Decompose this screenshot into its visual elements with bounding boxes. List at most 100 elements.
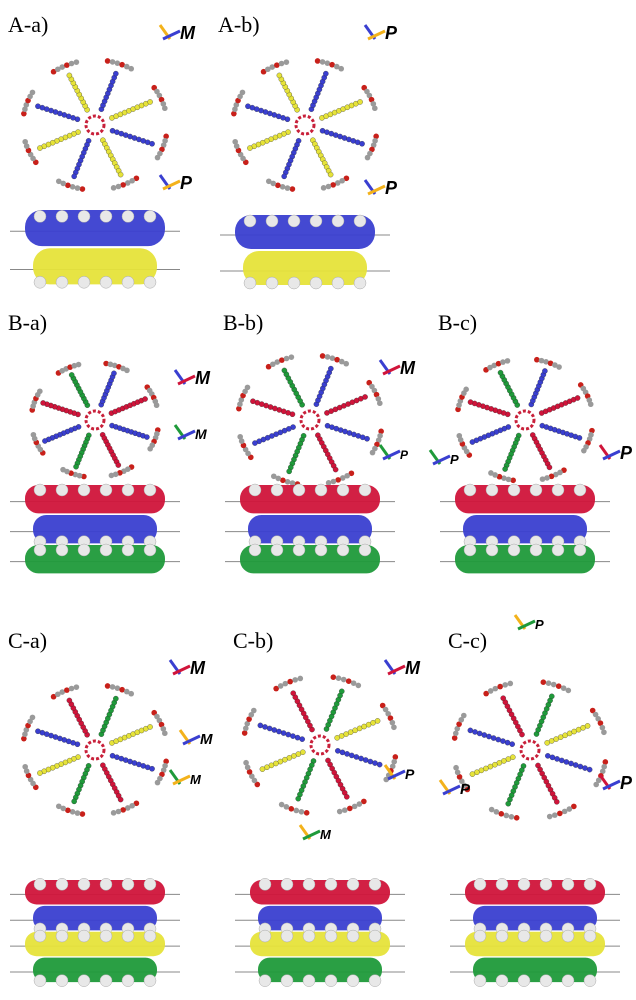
panel-label: B-a) xyxy=(8,310,47,335)
atom xyxy=(111,185,117,191)
atom xyxy=(267,726,272,731)
hydrogen xyxy=(496,878,508,890)
atom xyxy=(282,368,287,373)
hydrogen xyxy=(78,878,90,890)
atom xyxy=(285,479,291,485)
helicity-label: P xyxy=(535,617,544,632)
ring xyxy=(516,411,534,429)
atom xyxy=(30,90,36,96)
panel-label: C-b) xyxy=(233,628,273,653)
atom xyxy=(56,803,62,809)
atom xyxy=(250,399,255,404)
hydrogen xyxy=(100,210,112,222)
hydrogen xyxy=(369,975,381,987)
hydrogen xyxy=(325,878,337,890)
atom xyxy=(541,679,547,685)
panel-label: A-a) xyxy=(8,12,48,37)
atom xyxy=(247,145,252,150)
atom xyxy=(128,691,134,697)
atom xyxy=(557,811,563,817)
atom xyxy=(232,139,238,145)
atom xyxy=(503,466,508,471)
hydrogen xyxy=(530,544,542,556)
atom xyxy=(328,366,333,371)
atom xyxy=(262,724,267,729)
atom xyxy=(22,764,28,770)
atom xyxy=(293,808,299,814)
atom xyxy=(279,802,285,808)
hydrogen xyxy=(281,975,293,987)
hydrogen xyxy=(281,930,293,942)
atom xyxy=(162,730,168,736)
hydrogen xyxy=(354,277,366,289)
atom xyxy=(510,742,515,747)
atom xyxy=(545,753,550,758)
atom xyxy=(291,691,296,696)
helicity-label: P xyxy=(405,766,415,782)
atom xyxy=(72,799,77,804)
atom xyxy=(377,400,383,406)
atom xyxy=(603,759,609,765)
atom xyxy=(76,362,82,368)
atom xyxy=(277,73,282,78)
helicity-label: M xyxy=(320,827,332,842)
atom xyxy=(472,729,477,734)
atom xyxy=(508,681,514,687)
hydrogen xyxy=(78,975,90,987)
atom xyxy=(35,104,40,109)
hydrogen xyxy=(34,930,46,942)
hydrogen xyxy=(34,276,46,288)
atom xyxy=(542,368,547,373)
atom xyxy=(31,432,37,438)
atom xyxy=(509,814,515,820)
atom xyxy=(375,718,380,723)
atom xyxy=(281,730,286,735)
atom xyxy=(461,713,467,719)
atom xyxy=(502,682,508,688)
panel: B-c)PP xyxy=(430,310,633,573)
atom xyxy=(295,735,300,740)
atom xyxy=(562,809,568,815)
atom xyxy=(357,99,362,104)
atom xyxy=(510,477,516,483)
atom xyxy=(393,754,399,760)
ring xyxy=(301,411,319,429)
hydrogen xyxy=(552,484,564,496)
hydrogen xyxy=(325,975,337,987)
atom xyxy=(111,810,117,816)
atom xyxy=(468,728,473,733)
atom xyxy=(75,810,81,816)
panel-label: B-b) xyxy=(223,310,263,335)
hydrogen xyxy=(144,484,156,496)
atom xyxy=(325,60,331,66)
hydrogen xyxy=(78,276,90,288)
atom xyxy=(506,801,511,806)
hydrogen xyxy=(271,544,283,556)
hydrogen xyxy=(56,878,68,890)
atom xyxy=(363,757,368,762)
panel-label: B-c) xyxy=(438,310,477,335)
atom xyxy=(290,733,295,738)
atom xyxy=(287,679,293,685)
atom xyxy=(489,807,495,813)
helicity-label: M xyxy=(200,731,213,748)
hydrogen xyxy=(474,878,486,890)
atom xyxy=(486,734,491,739)
atom xyxy=(252,440,257,445)
atom xyxy=(550,755,555,760)
atom xyxy=(344,794,349,799)
atom xyxy=(105,58,111,64)
atom xyxy=(496,737,501,742)
atom xyxy=(534,357,540,363)
hydrogen xyxy=(464,484,476,496)
atom xyxy=(72,174,77,179)
atom xyxy=(80,811,86,817)
atom xyxy=(503,813,509,819)
atom xyxy=(335,748,340,753)
atom xyxy=(67,698,72,703)
hydrogen xyxy=(369,878,381,890)
atom xyxy=(593,782,599,788)
atom xyxy=(30,715,36,721)
atom xyxy=(453,765,459,771)
